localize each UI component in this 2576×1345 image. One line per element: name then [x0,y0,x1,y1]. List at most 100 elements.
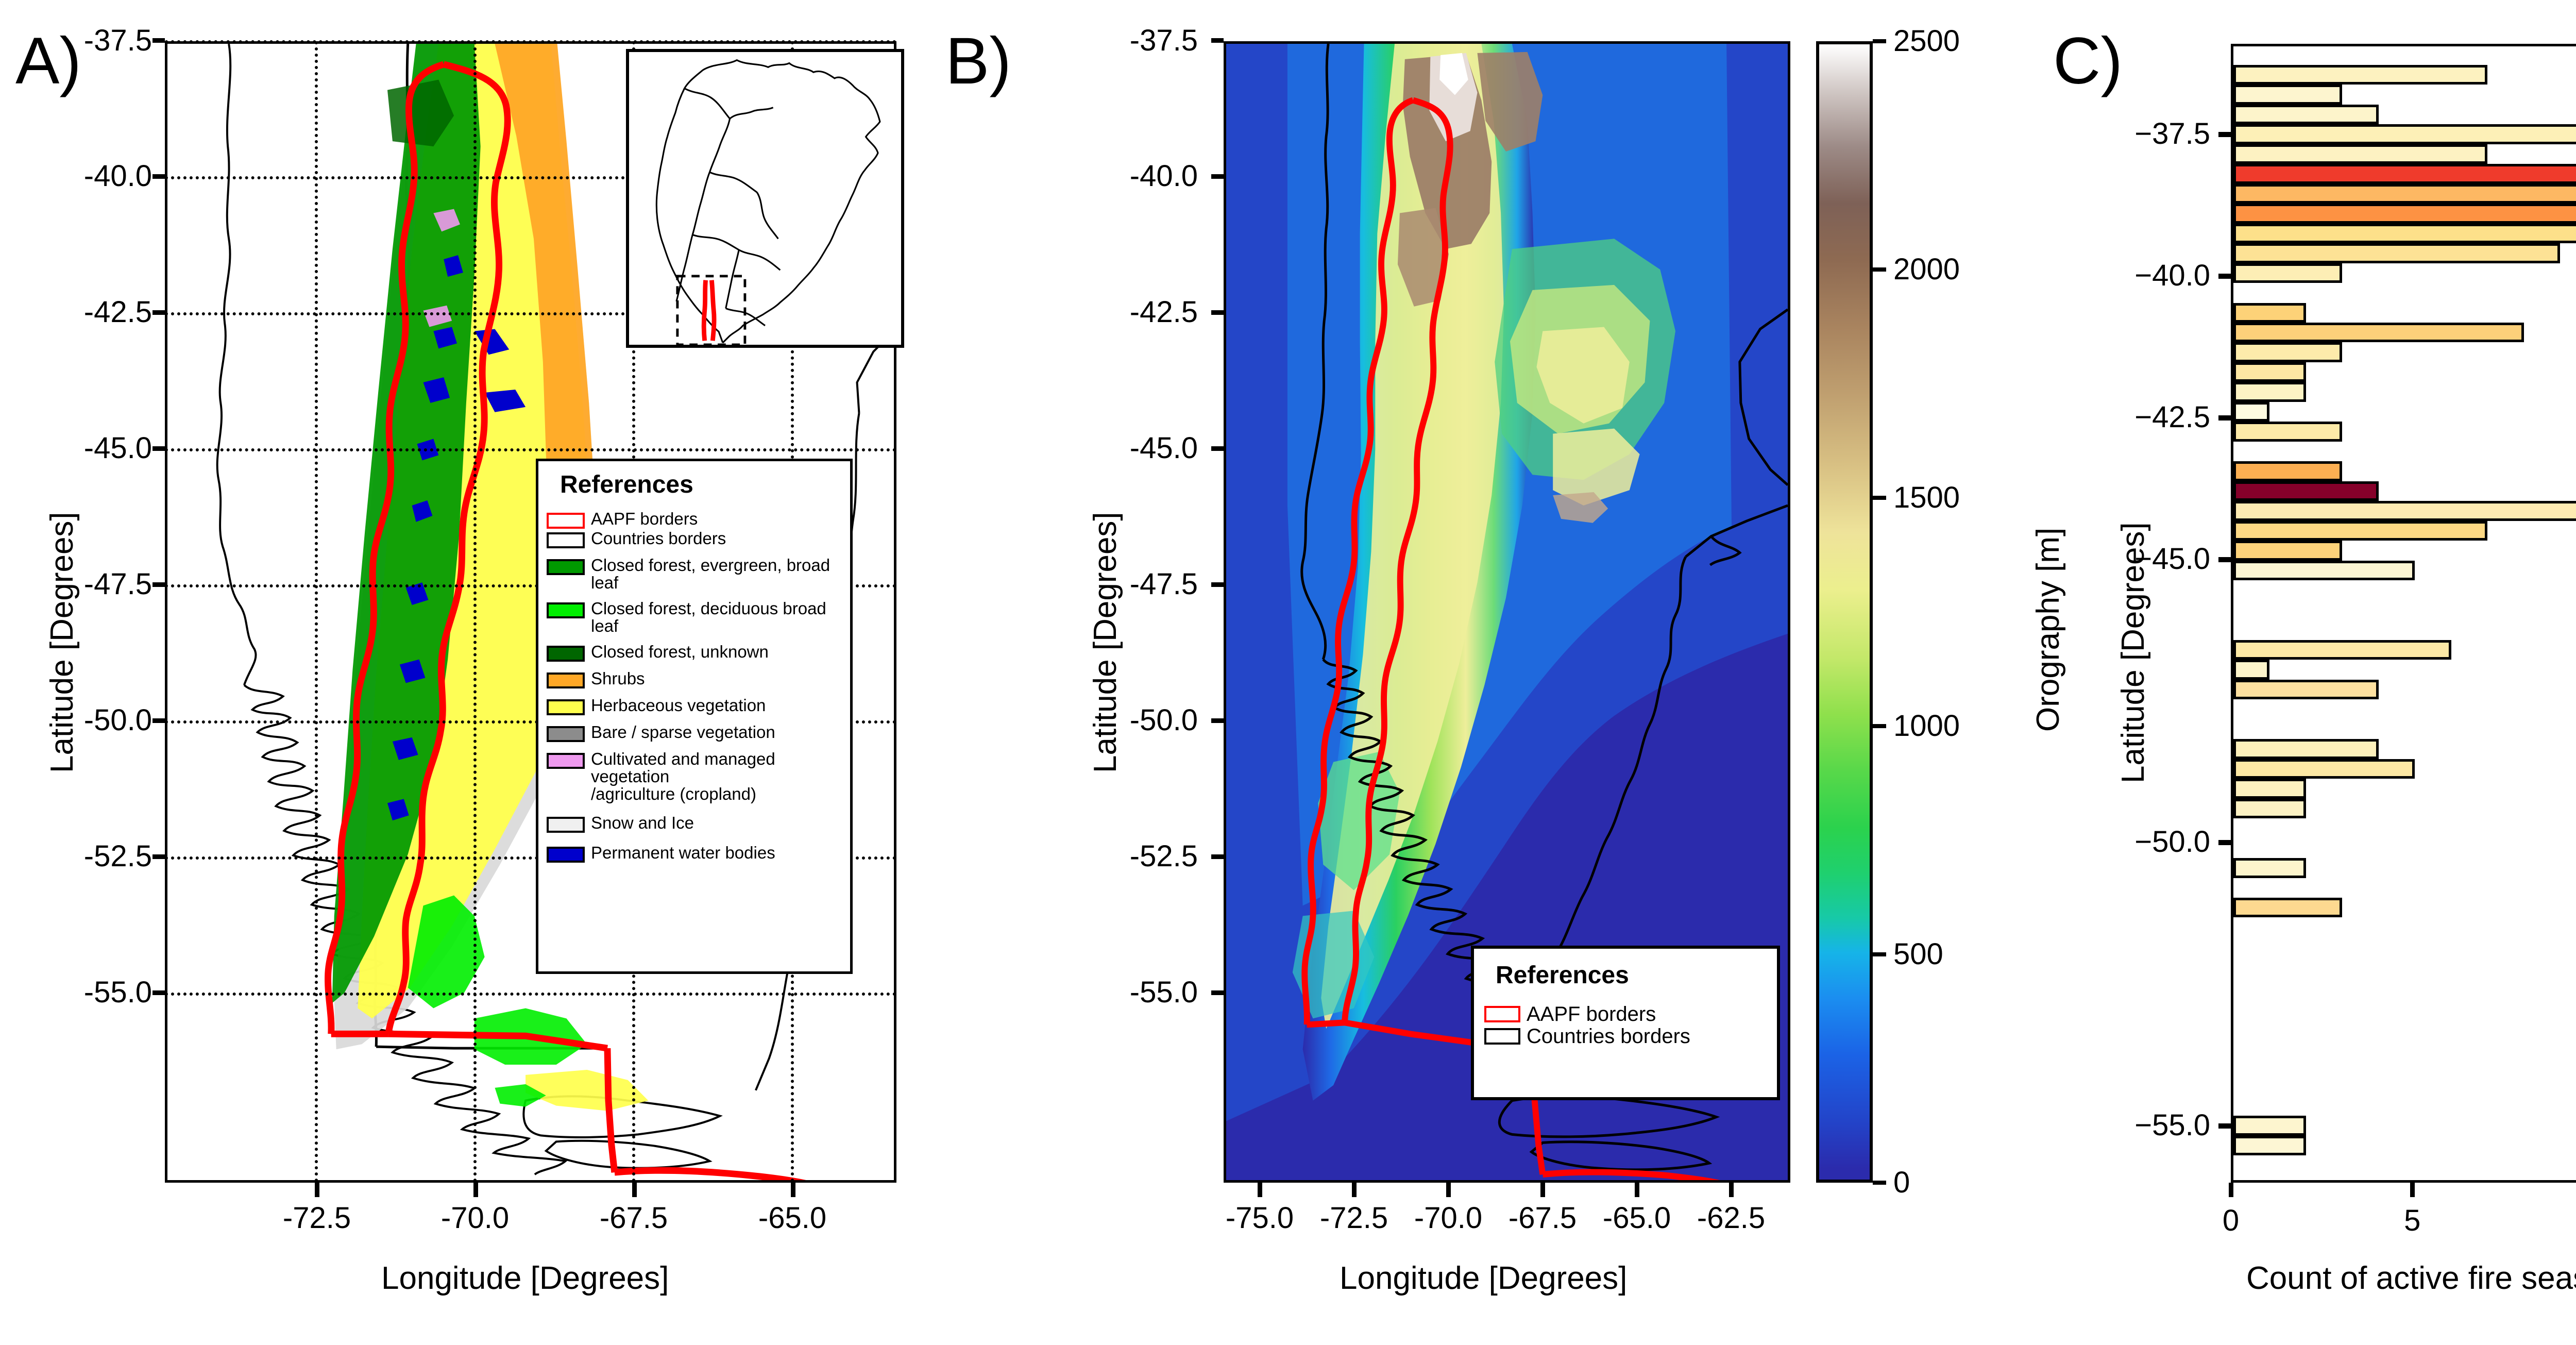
panel-c-xtickmark [2229,1183,2233,1197]
legend-label: Closed forest, evergreen, broad leaf [591,556,831,592]
bar-item[interactable] [2233,481,2379,501]
panel-a-ytick-7: -55.0 [83,976,152,1009]
bar-item[interactable] [2233,223,2576,244]
closed-forest-evergreen-swatch-icon [547,559,585,575]
bar-item[interactable] [2233,1135,2306,1156]
panel-c-ytickmark [2218,415,2231,421]
bar-item[interactable] [2233,1116,2306,1136]
panel-a-inset-map[interactable] [626,49,904,348]
panel-a-ytick-5: -50.0 [83,703,152,737]
bar-item[interactable] [2233,263,2343,283]
bar-item[interactable] [2233,204,2576,224]
bar-item[interactable] [2233,739,2379,759]
bar-item[interactable] [2233,858,2306,878]
panel-b-legend-title: References [1496,962,1629,989]
bar-item[interactable] [2233,520,2488,541]
panel-a-ytick-4: -47.5 [83,567,152,601]
bar-item[interactable] [2233,560,2415,581]
bar-item[interactable] [2233,144,2488,164]
orography-colorbar-tickmark [1873,952,1886,956]
bar-item[interactable] [2233,779,2306,799]
panel-b-ytickmark [1211,446,1224,451]
bar-item[interactable] [2233,798,2306,819]
bar-item[interactable] [2233,898,2343,918]
panel-b-xtickmark [1446,1183,1451,1197]
bar-item[interactable] [2233,501,2576,521]
panel-a-ytickmark [152,990,165,995]
panel-a-ytickmark [152,174,165,179]
countries-border-swatch-icon [547,532,585,548]
orography-colorbar-tick-label: 2500 [1893,24,1960,58]
bar-item[interactable] [2233,183,2576,204]
panel-c-ytickmark [2218,840,2231,846]
bar-item[interactable] [2233,461,2343,481]
panel-a-legend: References AAPF borders Countries border… [536,459,853,974]
panel-c-xtick-label: 10 [2543,1203,2576,1238]
legend-label: Cultivated and managed vegetation /agric… [591,749,775,803]
panel-b-ytick-2: -42.5 [1129,295,1198,329]
legend-label: Countries borders [591,529,726,548]
bar-item[interactable] [2233,342,2343,362]
panel-b-ytickmark [1211,174,1224,179]
panel-a-ytick-3: -45.0 [83,431,152,465]
orography-colorbar-tick-label: 2000 [1893,253,1960,286]
orography-colorbar-tickmark [1873,496,1886,500]
bar-item[interactable] [2233,759,2415,779]
panel-c-ytick-label: −37.5 [2134,116,2210,150]
bar-container [2233,46,2576,1180]
permanent-water-bodies-swatch-icon [547,846,585,863]
orography-colorbar[interactable] [1816,41,1873,1183]
legend-label: AAPF borders [591,509,698,528]
legend-label: Herbaceous vegetation [591,695,766,715]
bar-item[interactable] [2233,422,2343,442]
legend-item-cultivated-vegetation: Cultivated and managed vegetation /agric… [547,750,842,803]
bar-item[interactable] [2233,124,2576,144]
legend-item-aapf-borders: AAPF borders [1484,1003,1767,1025]
panel-a-xtick-3: -65.0 [758,1201,827,1235]
panel-a-xtickmark [473,1183,478,1197]
closed-forest-deciduous-swatch-icon [547,602,585,618]
panel-a-ytick-1: -40.0 [83,159,152,193]
bar-item[interactable] [2233,679,2379,700]
orography-colorbar-tickmark [1873,39,1886,43]
bar-item[interactable] [2233,164,2576,184]
bar-item[interactable] [2233,104,2379,125]
orography-colorbar-tickmark [1873,1181,1886,1185]
panel-b-xtickmark [1635,1183,1639,1197]
panel-b-xtick-3: -67.5 [1508,1201,1577,1235]
bar-item[interactable] [2233,302,2306,323]
panel-b-legend: References AAPF borders Countries border… [1471,946,1780,1100]
orography-colorbar-tickmark [1873,267,1886,272]
panel-c-ytickmark [2218,273,2231,279]
panel-c-xtickmark [2410,1183,2415,1197]
orography-colorbar-tickmark [1873,724,1886,728]
bar-item[interactable] [2233,362,2306,382]
aapf-border-swatch-icon [1484,1006,1520,1022]
panel-c-ytick-label: −42.5 [2134,400,2210,434]
bar-item[interactable] [2233,243,2561,263]
legend-item-closed-forest-deciduous: Closed forest, deciduous broad leaf [547,598,842,635]
bar-item[interactable] [2233,85,2343,105]
legend-label: Bare / sparse vegetation [591,722,775,742]
panel-c-bar-chart[interactable] [2231,44,2576,1183]
legend-label: Closed forest, deciduous broad leaf [591,598,826,635]
panel-b-ytickmark [1211,854,1224,859]
shrubs-swatch-icon [547,672,585,688]
legend-label: Closed forest, unknown [591,642,769,661]
closed-forest-unknown-swatch-icon [547,645,585,662]
bar-item[interactable] [2233,660,2270,680]
bar-item[interactable] [2233,382,2306,402]
orography-colorbar-tick-label: 1500 [1893,481,1960,514]
panel-b-ytickmark [1211,990,1224,995]
bar-item[interactable] [2233,401,2270,422]
panel-a-legend-title: References [560,471,693,498]
legend-item-snow-and-ice: Snow and Ice [547,814,842,833]
panel-c-ytickmark [2218,131,2231,137]
bar-item[interactable] [2233,323,2524,343]
snow-and-ice-swatch-icon [547,816,585,833]
aapf-border-swatch-icon [547,513,585,529]
bar-item[interactable] [2233,640,2451,660]
bar-item[interactable] [2233,541,2343,561]
bar-item[interactable] [2233,64,2488,85]
panel-b-xtick-1: -72.5 [1319,1201,1388,1235]
